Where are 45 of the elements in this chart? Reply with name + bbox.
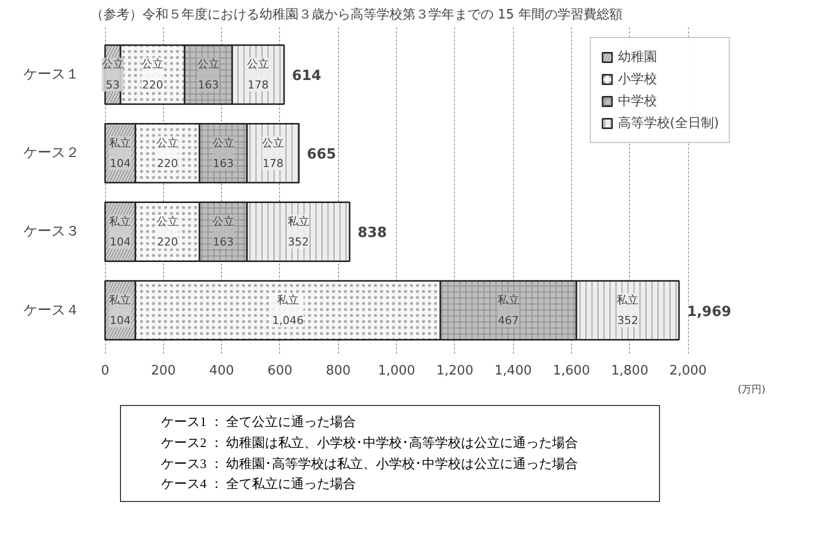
text: ケース3 ： 幼稚園･高等学校は私立、小学校･中学校は公立に通った場合 — [161, 456, 578, 471]
legend-label: 幼稚園 — [618, 49, 657, 66]
y-tick-label: ケース１ — [24, 66, 80, 83]
total-label: 1,969 — [687, 304, 732, 320]
chart-title: （参考）令和５年度における幼稚園３歳から高等学校第３学年までの 15 年間の学習費総額 — [90, 6, 622, 22]
data-label: 私立 352 — [616, 293, 639, 328]
y-tick-label: ケース２ — [24, 145, 80, 162]
data-label: 公立 220 — [156, 214, 178, 249]
x-tick-label: 1,000 — [378, 364, 416, 378]
legend-label: 小学校 — [618, 71, 657, 88]
x-tick-label: 0 — [100, 364, 110, 378]
text: ケース1 ： 全て公立に通った場合 — [161, 414, 356, 429]
total-label: 614 — [292, 68, 322, 84]
data-label: 公立 220 — [156, 136, 178, 170]
x-tick-label: 600 — [268, 364, 292, 378]
x-tick-label: 800 — [326, 364, 351, 378]
y-tick-label: ケース３ — [24, 224, 80, 240]
y-tick-label: ケース４ — [24, 302, 80, 318]
data-label: 公立 178 — [247, 58, 270, 92]
data-label: 公立 53 — [102, 58, 124, 92]
text: ケース4 ： 全て私立に通った場合 — [161, 476, 356, 492]
data-label: 私立 467 — [497, 293, 520, 328]
data-label: 公立 163 — [212, 136, 234, 170]
legend-label: 中学校 — [618, 93, 657, 110]
data-label: 公立 163 — [197, 58, 220, 92]
x-tick-label: 1,800 — [611, 364, 648, 378]
x-tick-label: 2,000 — [669, 364, 707, 378]
total-label: 838 — [358, 225, 387, 242]
x-tick-label: 1,600 — [552, 364, 590, 378]
data-label: 私立 104 — [109, 136, 132, 170]
data-label: 公立 178 — [262, 136, 284, 170]
data-label: 私立 1,046 — [272, 293, 304, 328]
legend-label: 高等学校(全日制) — [618, 115, 719, 132]
text: ケース2 ： 幼稚園は私立、小学校･中学校･高等学校は公立に通った場合 — [161, 434, 578, 450]
x-tick-label: 400 — [209, 364, 234, 378]
data-label: 私立 104 — [109, 293, 132, 328]
x-tick-label: 1,200 — [436, 364, 474, 378]
data-label: 公立 163 — [212, 214, 234, 249]
data-label: 私立 352 — [287, 214, 310, 249]
x-tick-label: 1,400 — [494, 364, 532, 378]
total-label: 665 — [306, 146, 336, 163]
x-axis-title: (万円) — [738, 384, 766, 396]
data-label: 私立 104 — [109, 214, 132, 249]
data-label: 公立 220 — [142, 58, 164, 92]
x-tick-label: 200 — [150, 364, 176, 378]
